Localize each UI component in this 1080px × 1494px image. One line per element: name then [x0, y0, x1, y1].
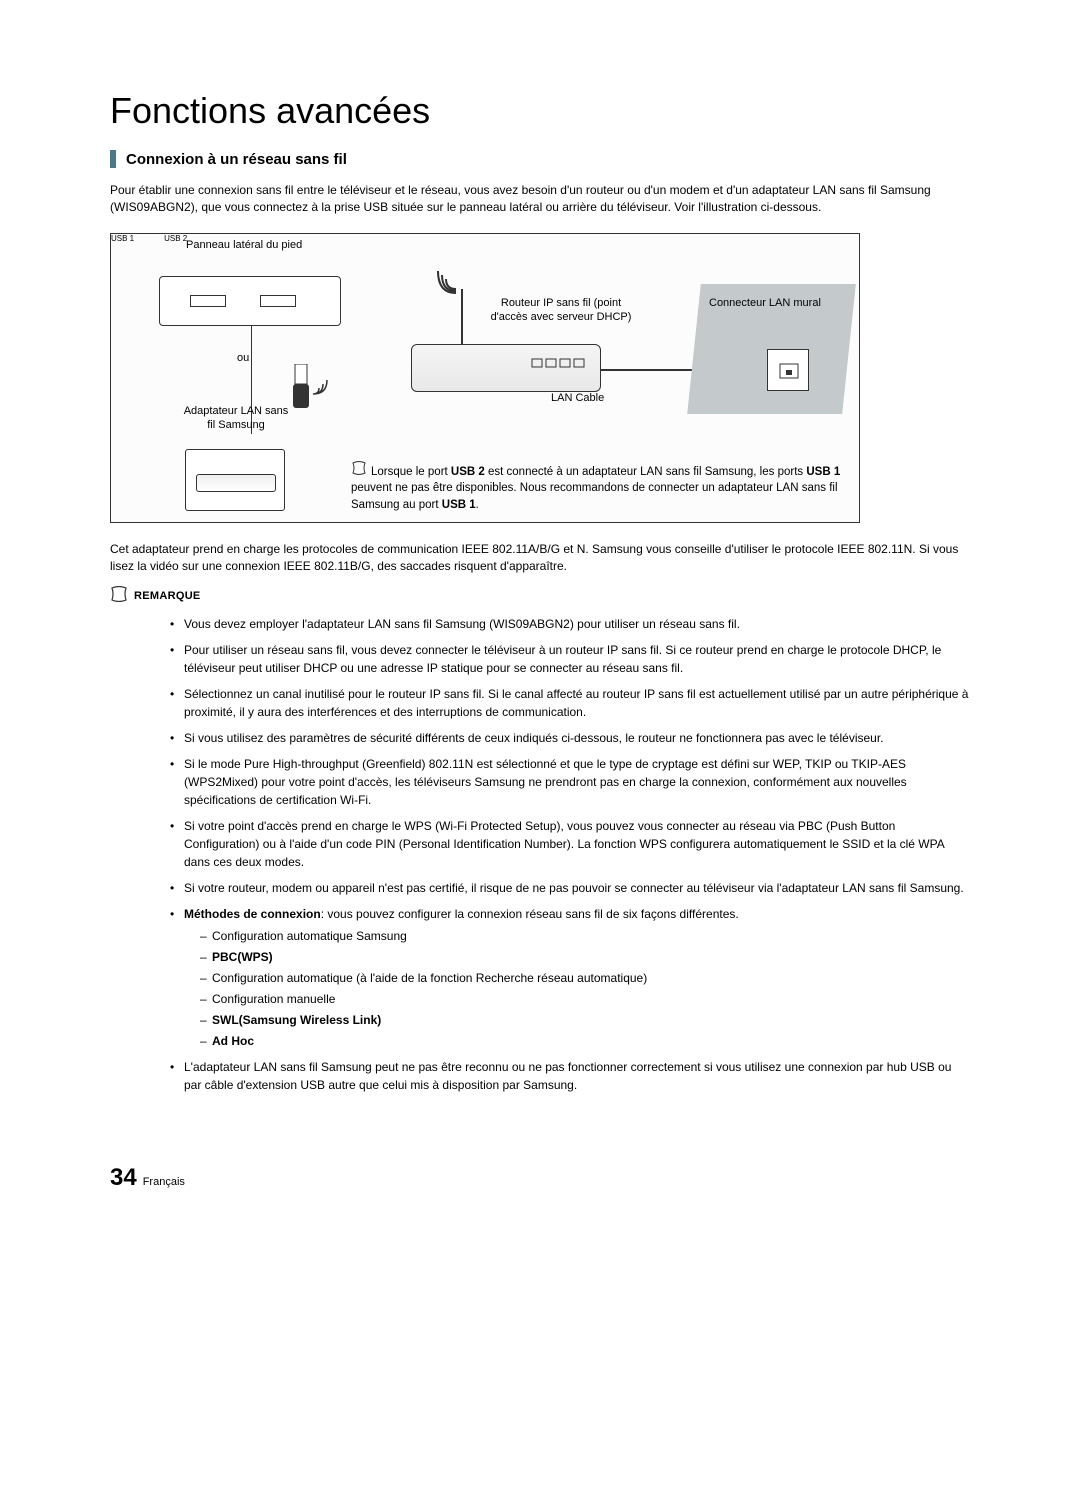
list-item: Si le mode Pure High-throughput (Greenfi…: [170, 755, 970, 809]
port-slot-2: [260, 295, 296, 307]
list-item: Pour utiliser un réseau sans fil, vous d…: [170, 641, 970, 677]
list-item-methods: Méthodes de connexion: vous pouvez confi…: [170, 905, 970, 1050]
router-antenna: [461, 289, 463, 347]
sub-text: Configuration automatique (à l'aide de l…: [212, 971, 647, 985]
bullet-text: L'adaptateur LAN sans fil Samsung peut n…: [184, 1060, 951, 1092]
note-text-3: peuvent ne pas être disponibles. Nous re…: [351, 482, 838, 511]
bullet-text: Vous devez employer l'adaptateur LAN san…: [184, 617, 740, 631]
sub-text: Ad Hoc: [212, 1034, 254, 1048]
sub-text: SWL(Samsung Wireless Link): [212, 1013, 381, 1027]
bullet-text: Sélectionnez un canal inutilisé pour le …: [184, 687, 968, 719]
protocol-paragraph: Cet adaptateur prend en charge les proto…: [110, 541, 970, 576]
sub-text: PBC(WPS): [212, 950, 273, 964]
wall-port-icon: [767, 349, 809, 391]
bullet-text: Pour utiliser un réseau sans fil, vous d…: [184, 643, 941, 675]
remarque-label: REMARQUE: [134, 590, 201, 602]
router-shape: [411, 344, 601, 392]
bullet-text: Si votre point d'accès prend en charge l…: [184, 819, 944, 869]
sub-item: Configuration automatique Samsung: [200, 927, 970, 945]
sub-item: SWL(Samsung Wireless Link): [200, 1011, 970, 1029]
router-label: Routeur IP sans fil (point d'accès avec …: [486, 296, 636, 325]
diagram-note: Lorsque le port USB 2 est connecté à un …: [351, 461, 847, 514]
usb2-label: USB 2: [164, 234, 187, 243]
language-label: Français: [143, 1176, 185, 1188]
page-title: Fonctions avancées: [110, 90, 970, 132]
note-usb2: USB 2: [451, 466, 485, 478]
page-number: 34: [110, 1164, 137, 1192]
list-item: L'adaptateur LAN sans fil Samsung peut n…: [170, 1058, 970, 1094]
wifi-waves-icon: [426, 269, 466, 314]
note-text-4: .: [476, 499, 479, 511]
note-text-2: est connecté à un adaptateur LAN sans fi…: [485, 466, 807, 478]
connector-label: Connecteur LAN mural: [709, 296, 829, 310]
sub-item: PBC(WPS): [200, 948, 970, 966]
sub-text: Configuration automatique Samsung: [212, 929, 407, 943]
panel-label: Panneau latéral du pied: [186, 238, 302, 252]
bullet-text: Si votre routeur, modem ou appareil n'es…: [184, 881, 964, 895]
note-usb1: USB 1: [806, 466, 840, 478]
list-item: Sélectionnez un canal inutilisé pour le …: [170, 685, 970, 721]
adapter-label: Adaptateur LAN sans fil Samsung: [181, 404, 291, 433]
bullet-text: Si le mode Pure High-throughput (Greenfi…: [184, 757, 907, 807]
note-text-1: Lorsque le port: [371, 466, 451, 478]
remarque-icon: [110, 586, 128, 607]
or-label: ou: [237, 351, 249, 365]
list-item: Vous devez employer l'adaptateur LAN san…: [170, 615, 970, 633]
page-footer: 34 Français: [110, 1164, 970, 1192]
adapter-box-icon: [185, 449, 285, 511]
panel-shape: [159, 276, 341, 326]
note-usb1b: USB 1: [442, 499, 476, 511]
port-slot-1: [190, 295, 226, 307]
note-icon: [351, 461, 367, 481]
connection-diagram: Panneau latéral du pied USB 1 USB 2 ou A…: [110, 233, 860, 523]
sub-item: Configuration manuelle: [200, 990, 970, 1008]
list-item: Si votre routeur, modem ou appareil n'es…: [170, 879, 970, 897]
bullet-text: Si vous utilisez des paramètres de sécur…: [184, 731, 884, 745]
intro-paragraph: Pour établir une connexion sans fil entr…: [110, 182, 970, 217]
adapter-dongle-icon: [291, 364, 321, 409]
list-item: Si vous utilisez des paramètres de sécur…: [170, 729, 970, 747]
lan-cable-label: LAN Cable: [551, 391, 604, 405]
methods-lead-bold: Méthodes de connexion: [184, 907, 321, 921]
sub-item: Configuration automatique (à l'aide de l…: [200, 969, 970, 987]
section-header: Connexion à un réseau sans fil: [110, 150, 970, 168]
list-item: Si votre point d'accès prend en charge l…: [170, 817, 970, 871]
page-container: Fonctions avancées Connexion à un réseau…: [0, 0, 1080, 1252]
section-accent-bar: [110, 150, 116, 168]
lan-cable-line: [601, 369, 696, 371]
methods-sublist: Configuration automatique Samsung PBC(WP…: [184, 927, 970, 1050]
usb1-label: USB 1: [111, 234, 134, 243]
section-title: Connexion à un réseau sans fil: [126, 151, 347, 168]
sub-item: Ad Hoc: [200, 1032, 970, 1050]
methods-lead-rest: : vous pouvez configurer la connexion ré…: [321, 907, 739, 921]
remarks-list: Vous devez employer l'adaptateur LAN san…: [110, 615, 970, 1094]
adapter-shape: [196, 474, 276, 492]
sub-text: Configuration manuelle: [212, 992, 335, 1006]
remarque-heading: REMARQUE: [110, 586, 970, 607]
